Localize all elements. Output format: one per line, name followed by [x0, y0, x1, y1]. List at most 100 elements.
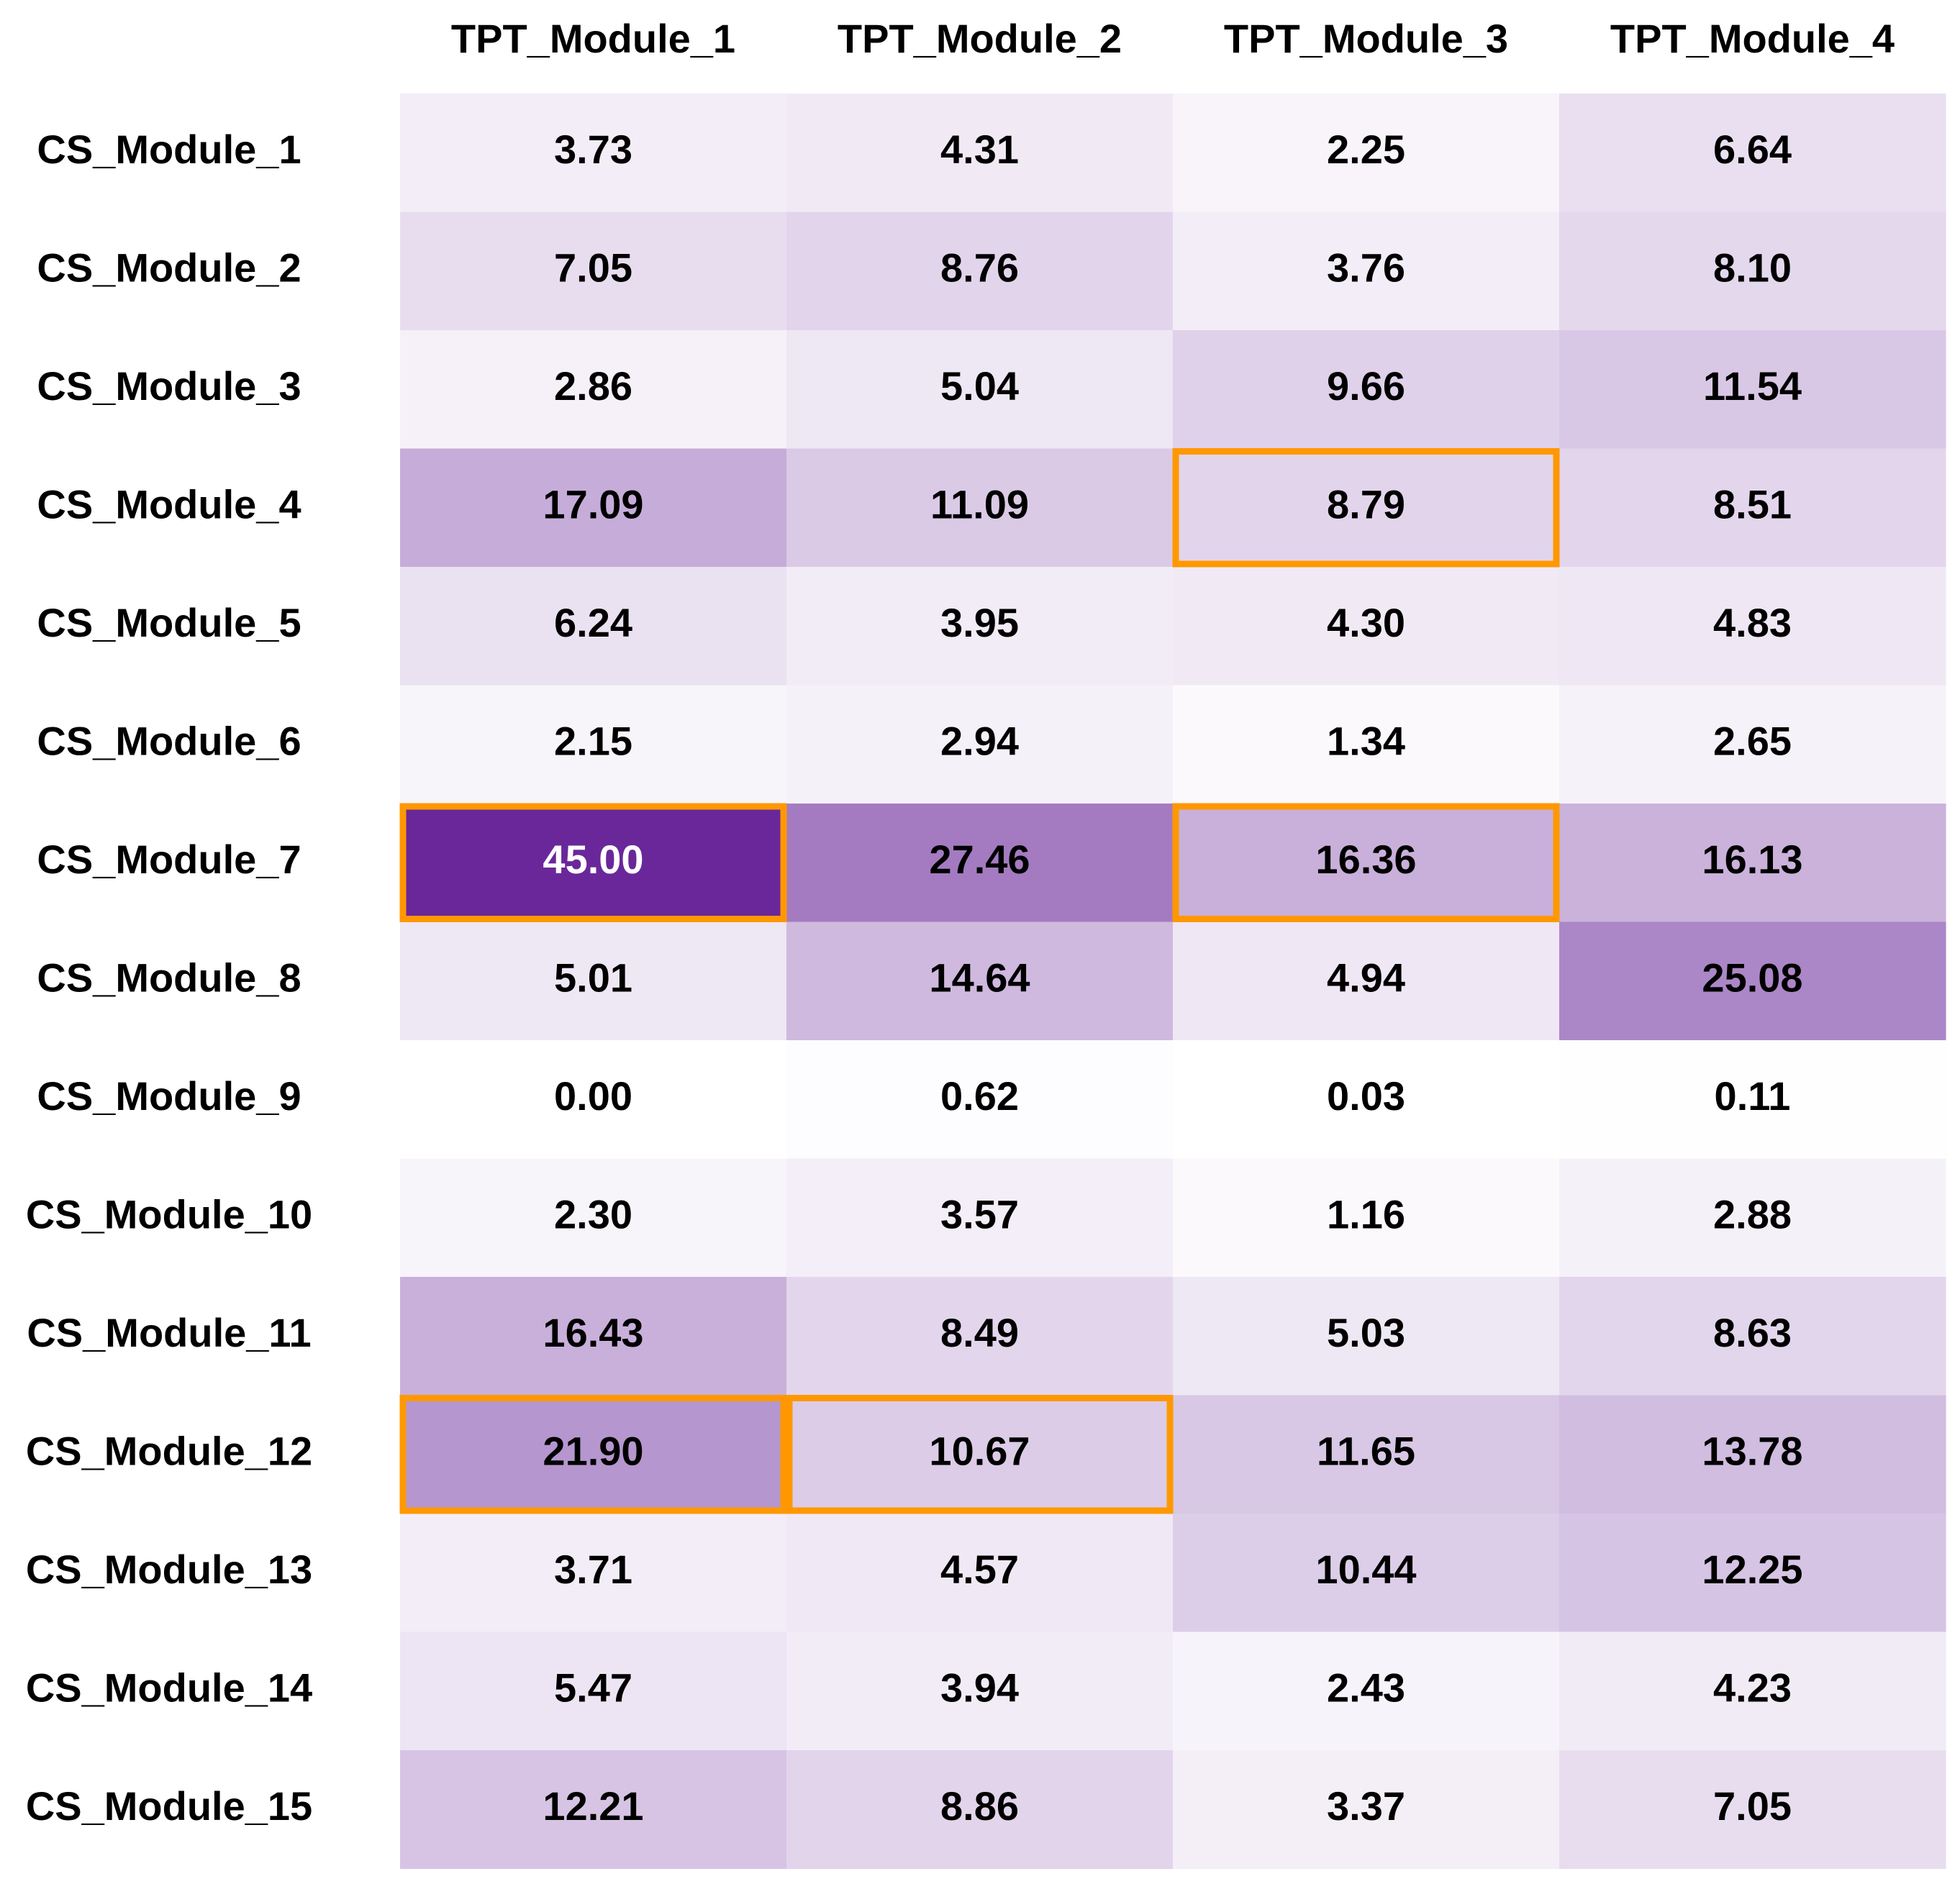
- heatmap-cell: [400, 1632, 787, 1751]
- heatmap-cell: [1559, 211, 1946, 331]
- heatmap-cell: [400, 1750, 787, 1870]
- heatmap-cell: [786, 1395, 1174, 1514]
- heatmap-cell: [1173, 94, 1560, 213]
- heatmap-cell: [1559, 330, 1946, 450]
- heatmap-cell: [786, 1158, 1174, 1278]
- heatmap-cell: [400, 448, 787, 568]
- cell-value-label: 8.76: [940, 245, 1019, 291]
- heatmap-cell: [1559, 804, 1946, 923]
- cell-value-label: 13.78: [1702, 1429, 1802, 1474]
- heatmap-cell: [786, 1277, 1174, 1396]
- heatmap-cell: [786, 1750, 1174, 1870]
- cell-value-label: 2.88: [1713, 1192, 1792, 1237]
- cell-value-label: 45.00: [543, 837, 643, 882]
- cell-value-label: 8.10: [1713, 245, 1792, 291]
- heatmap-cell: [1559, 1395, 1946, 1514]
- cell-value-label: 4.30: [1327, 600, 1405, 645]
- cell-value-label: 5.03: [1327, 1310, 1405, 1355]
- row-label: CS_Module_11: [27, 1310, 311, 1355]
- row-label: CS_Module_1: [37, 127, 301, 172]
- cell-value-label: 5.04: [940, 363, 1019, 409]
- row-label: CS_Module_12: [26, 1429, 312, 1474]
- heatmap-cell: [400, 1277, 787, 1396]
- cell-value-label: 7.05: [554, 245, 632, 291]
- row-label: CS_Module_13: [26, 1547, 312, 1592]
- cell-value-label: 0.62: [940, 1073, 1019, 1119]
- row-label: CS_Module_14: [26, 1665, 312, 1711]
- cell-value-label: 8.79: [1327, 482, 1405, 527]
- row-label: CS_Module_6: [37, 719, 301, 764]
- cell-value-label: 3.95: [940, 600, 1019, 645]
- highlight-box: [399, 803, 787, 922]
- cell-value-label: 4.83: [1713, 600, 1792, 645]
- cell-value-label: 27.46: [929, 837, 1030, 882]
- cell-value-label: 2.30: [554, 1192, 632, 1237]
- cell-value-label: 0.11: [1715, 1073, 1791, 1119]
- heatmap-cell: [1559, 94, 1946, 213]
- column-label: TPT_Module_3: [1224, 16, 1508, 61]
- highlight-box: [1172, 803, 1560, 922]
- cell-value-label: 4.57: [940, 1547, 1019, 1592]
- heatmap-cell: [786, 448, 1174, 568]
- heatmap-cell: [1559, 1040, 1946, 1160]
- cell-value-label: 3.73: [554, 127, 632, 172]
- cell-value-label: 14.64: [929, 955, 1030, 1001]
- cell-value-label: 3.37: [1327, 1783, 1405, 1829]
- heatmap-cell: [1559, 448, 1946, 568]
- cell-value-label: 8.63: [1713, 1310, 1792, 1355]
- cell-value-label: 7.05: [1713, 1783, 1792, 1829]
- heatmap-cell: [1559, 1158, 1946, 1278]
- heatmap-cell: [1559, 685, 1946, 804]
- cell-value-label: 2.65: [1713, 719, 1792, 764]
- heatmap-cell: [400, 804, 787, 923]
- heatmap-cell: [1173, 685, 1560, 804]
- heatmap-cell: [1173, 567, 1560, 686]
- heatmap-cell: [786, 211, 1174, 331]
- cell-value-label: 5.47: [554, 1665, 632, 1711]
- cell-value-label: 3.76: [1327, 245, 1405, 291]
- heatmap-cell: [1559, 1750, 1946, 1870]
- cell-value-label: 3.94: [940, 1665, 1019, 1711]
- heatmap-cell: [1559, 1632, 1946, 1751]
- heatmap-cell: [1173, 1514, 1560, 1633]
- cell-value-label: 17.09: [543, 482, 643, 527]
- heatmap-cell: [400, 211, 787, 331]
- cell-value-label: 10.44: [1315, 1547, 1416, 1592]
- heatmap-cells: 3.73 4.31 2.25 6.64 7.05 8.76 3.76 8.10 2.86 5.04…: [400, 94, 1946, 1870]
- heatmap-cell: [1173, 1750, 1560, 1870]
- heatmap-cell: [400, 921, 787, 1041]
- cell-value-label: 1.34: [1327, 719, 1405, 764]
- cell-value-label: 16.43: [543, 1310, 643, 1355]
- cell-value-label: 25.08: [1702, 955, 1802, 1001]
- heatmap-cell: [786, 921, 1174, 1041]
- cell-value-label: 1.16: [1327, 1192, 1405, 1237]
- heatmap-cell: [1173, 448, 1560, 568]
- cell-value-label: 10.67: [929, 1429, 1030, 1474]
- heatmap-cell: [400, 1395, 787, 1514]
- heatmap-cell: [786, 94, 1174, 213]
- cell-value-label: 16.36: [1315, 837, 1416, 882]
- cell-value-label: 21.90: [543, 1429, 643, 1474]
- row-labels: CS_Module_1 CS_Module_2 CS_Module_3 CS_Modu…: [26, 127, 312, 1829]
- heatmap-cell: [400, 1040, 787, 1160]
- cell-value-label: 9.66: [1327, 363, 1405, 409]
- row-label: CS_Module_3: [37, 363, 301, 409]
- cell-value-label: 16.13: [1702, 837, 1802, 882]
- heatmap-cell: [786, 804, 1174, 923]
- cell-value-label: 11.09: [930, 482, 1029, 527]
- column-labels: TPT_Module_1 TPT_Module_2 TPT_Module_3 TPT_…: [451, 16, 1895, 61]
- heatmap-cell: [786, 567, 1174, 686]
- row-label: CS_Module_15: [26, 1783, 312, 1829]
- heatmap-cell: [400, 1158, 787, 1278]
- heatmap-cell: [786, 1632, 1174, 1751]
- row-label: CS_Module_2: [37, 245, 301, 291]
- heatmap-cell: [400, 1514, 787, 1633]
- cell-value-label: 2.25: [1327, 127, 1405, 172]
- heatmap-cell: [1173, 211, 1560, 331]
- highlight-box: [1172, 448, 1560, 568]
- heatmap-cell: [1173, 1632, 1560, 1751]
- cell-value-label: 6.24: [554, 600, 632, 645]
- cell-value-label: 2.94: [940, 719, 1019, 764]
- heatmap-cell: [400, 567, 787, 686]
